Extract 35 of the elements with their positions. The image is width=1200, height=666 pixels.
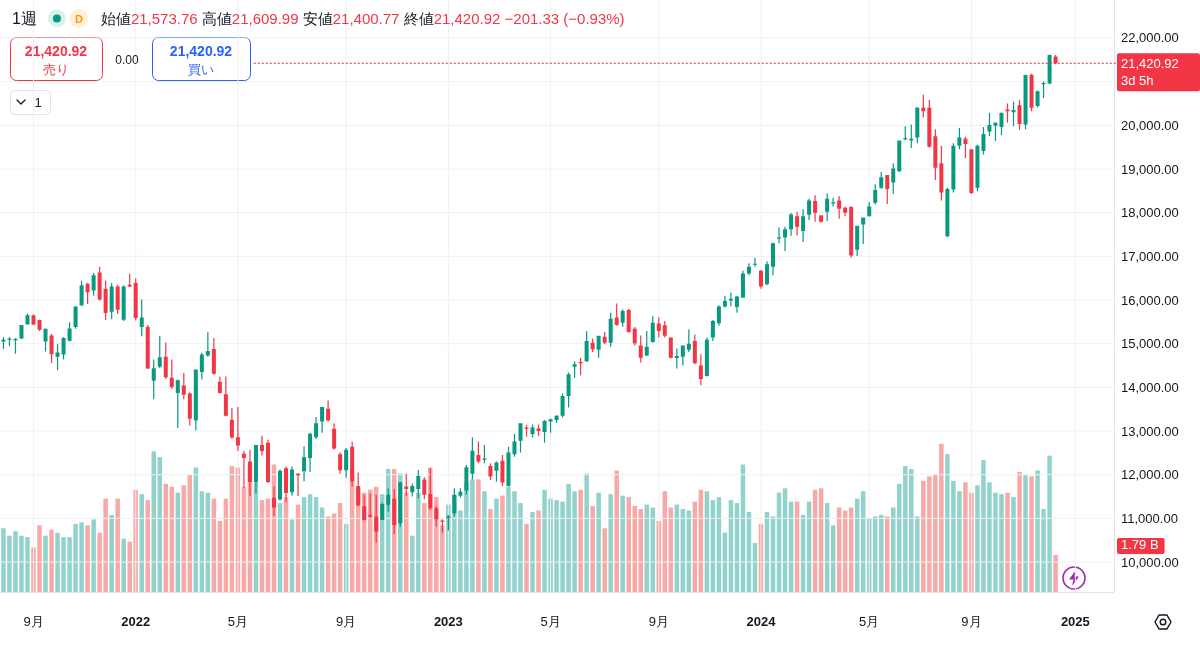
y-tick-label: 12,000.00 [1121, 467, 1179, 483]
annotation: 1 [34, 95, 42, 110]
y-tick-label: 10,000.00 [1121, 554, 1179, 570]
y-tick-label: 22,000.00 [1121, 30, 1179, 46]
x-tick-label: 9月 [23, 614, 44, 629]
y-tick-label: 19,000.00 [1121, 161, 1179, 177]
y-tick-label: 17,000.00 [1121, 248, 1179, 264]
annotation: 21,420.92 [24, 43, 88, 59]
annotation: 買い [188, 62, 214, 77]
text: 3d 5h [1121, 73, 1154, 89]
y-tick-label: 14,000.00 [1121, 379, 1179, 395]
text: 始値21,573.76 高値21,609.99 安値21,400.77 終値21,420.92 −201.33 (−0.93%) [100, 10, 625, 27]
x-tick-label: 5月 [540, 614, 561, 629]
y-tick-label: 13,000.00 [1121, 423, 1179, 439]
annotation: 売り [43, 62, 69, 77]
y-tick-label: 20,000.00 [1121, 117, 1179, 133]
annotation: D [74, 12, 83, 25]
x-tick-label: 5月 [859, 614, 880, 629]
y-tick-label: 18,000.00 [1121, 205, 1179, 221]
x-tick-label: 2025 [1060, 614, 1090, 629]
y-tick-label: 11,000.00 [1121, 510, 1178, 526]
x-tick-label: 9月 [648, 614, 669, 629]
x-tick-label: 2022 [121, 614, 151, 629]
x-tick-label: 9月 [336, 614, 357, 629]
text: 1週 [12, 10, 37, 27]
ref-line-label: 21,420.92 [1121, 55, 1179, 71]
x-tick-label: 5月 [227, 614, 249, 629]
y-tick-label: 16,000.00 [1121, 292, 1179, 308]
text: 1.79 B [1121, 537, 1159, 553]
annotation: 0.00 [115, 53, 139, 67]
x-tick-label: 9月 [961, 614, 982, 629]
y-tick-label: 15,000.00 [1121, 336, 1179, 352]
x-tick-label: 2024 [746, 614, 777, 629]
annotation: 21,420.92 [169, 43, 233, 59]
x-tick-label: 2023 [433, 614, 463, 629]
